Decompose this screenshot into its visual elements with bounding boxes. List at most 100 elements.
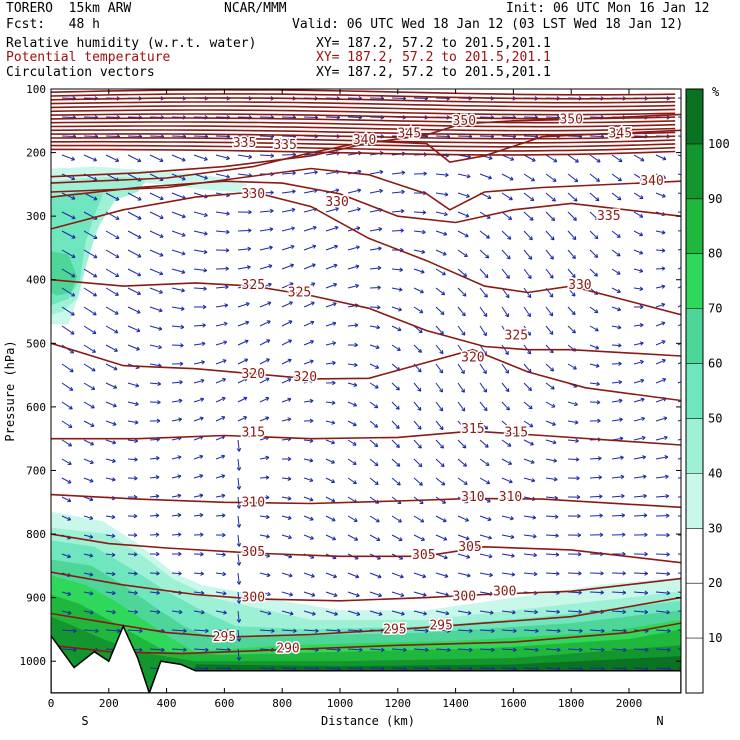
- wind-vector: [567, 287, 576, 297]
- wind-vector-head: [601, 628, 605, 634]
- wind-vector: [171, 610, 183, 613]
- wind-vector-head: [178, 398, 183, 404]
- wind-vector: [303, 153, 318, 156]
- wind-vector-head: [460, 388, 465, 393]
- wind-vector-head: [159, 196, 164, 201]
- contour-labels: 350 350 345 345 340 340 335 335 335 330 330 330 325 3…: [211, 111, 665, 658]
- wind-vector: [281, 339, 292, 346]
- wind-vector: [215, 416, 226, 422]
- wind-vector: [259, 135, 274, 137]
- wind-vector-head: [396, 462, 401, 467]
- wind-vector-head: [550, 385, 555, 390]
- wind-vector: [413, 268, 425, 273]
- wind-vector-head: [395, 443, 400, 448]
- wind-vector-head: [289, 611, 294, 616]
- wind-vector-head: [483, 388, 488, 393]
- wind-vector: [611, 306, 621, 311]
- wind-vector-head: [619, 436, 624, 441]
- wind-vector-head: [618, 398, 623, 404]
- wind-vector: [677, 342, 681, 346]
- wind-vector-head: [115, 157, 120, 162]
- wind-vector: [413, 306, 424, 314]
- wind-vector: [413, 382, 422, 392]
- wind-vector: [677, 400, 681, 403]
- wind-vector: [677, 323, 681, 327]
- wind-vector: [303, 667, 319, 670]
- wind-vector: [545, 515, 559, 518]
- wind-vector: [83, 439, 94, 446]
- wind-vector: [105, 477, 116, 481]
- wind-vector: [501, 173, 514, 181]
- wind-vector-head: [485, 234, 490, 239]
- wind-vector-head: [225, 248, 230, 253]
- wind-vector: [303, 226, 317, 232]
- y-tick-label: 900: [26, 592, 46, 605]
- wind-vector: [633, 249, 643, 255]
- wind-vector: [391, 268, 403, 271]
- wind-vector-head: [505, 388, 510, 393]
- wind-vector-head: [267, 591, 271, 597]
- wind-vector: [303, 515, 314, 521]
- wind-vector-head: [67, 610, 72, 615]
- wind-vector: [523, 192, 535, 201]
- wind-vector: [413, 420, 422, 430]
- wind-vector: [215, 378, 226, 384]
- wind-vector-head: [352, 480, 357, 485]
- wind-vector-head: [221, 454, 226, 459]
- wind-vector-head: [203, 212, 208, 218]
- wind-vector: [677, 135, 681, 137]
- wind-vector: [149, 476, 160, 479]
- wind-vector: [523, 249, 533, 260]
- wind-vector-head: [89, 591, 94, 596]
- wind-vector: [259, 667, 275, 670]
- theta-contour-stratosphere: [51, 121, 676, 128]
- wind-vector: [611, 325, 622, 329]
- wind-vector: [677, 285, 681, 289]
- wind-vector: [501, 116, 516, 118]
- wind-vector-head: [622, 571, 626, 576]
- colorbar-swatch: [686, 473, 703, 529]
- wind-vector: [127, 610, 138, 613]
- wind-vector: [127, 458, 138, 461]
- wind-vector-head: [401, 170, 406, 175]
- wind-vector-head: [549, 255, 554, 260]
- wind-vector-head: [90, 423, 95, 427]
- wind-vector: [105, 629, 121, 632]
- theta-label: 305: [242, 545, 265, 560]
- wind-vector-head: [400, 592, 405, 598]
- theta-label: 325: [242, 278, 265, 293]
- theta-label: 345: [398, 127, 421, 142]
- wind-vector: [105, 591, 116, 594]
- wind-vector-head: [265, 514, 270, 520]
- wind-vector: [347, 208, 361, 213]
- wind-vector: [369, 344, 380, 349]
- colorbar-tick-label: 80: [708, 247, 722, 261]
- wind-vector-head: [139, 628, 143, 634]
- wind-vector-head: [333, 574, 337, 579]
- wind-vector: [259, 610, 272, 615]
- wind-vector: [215, 667, 231, 670]
- wind-vector: [479, 382, 488, 393]
- wind-vector-head: [247, 228, 252, 233]
- wind-vector: [237, 458, 240, 471]
- wind-vector-head: [310, 301, 315, 306]
- wind-vector-head: [355, 574, 360, 579]
- wind-vector: [435, 192, 449, 196]
- wind-vector-head: [89, 497, 94, 502]
- wind-vector-head: [266, 339, 271, 344]
- wind-vector: [83, 572, 94, 576]
- wind-vector-head: [464, 499, 469, 504]
- wind-vector-head: [331, 400, 336, 405]
- wind-vector: [369, 267, 382, 270]
- wind-vector: [435, 363, 444, 374]
- wind-vector: [61, 211, 76, 219]
- wind-vector: [545, 230, 555, 241]
- wind-vector: [259, 116, 274, 118]
- wind-vector-head: [483, 293, 488, 298]
- wind-vector-head: [310, 535, 314, 540]
- wind-vector-head: [644, 532, 648, 538]
- wind-vector: [149, 610, 160, 613]
- wind-vector: [105, 401, 117, 407]
- wind-vector-head: [227, 628, 231, 634]
- wind-vector: [171, 325, 184, 328]
